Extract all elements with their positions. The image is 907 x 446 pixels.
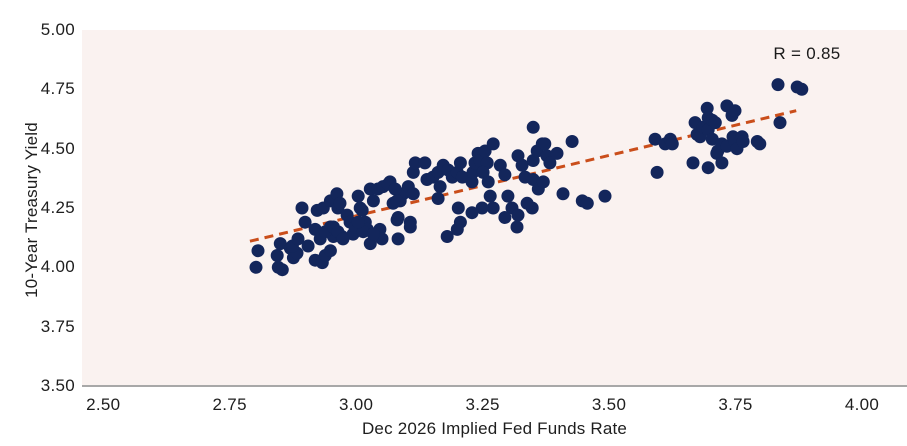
x-tick-label: 2.50 xyxy=(86,395,121,414)
data-point xyxy=(298,215,312,229)
data-point xyxy=(481,175,495,189)
x-tick-label: 3.50 xyxy=(591,395,627,414)
data-point xyxy=(483,189,497,203)
x-tick-label: 4.00 xyxy=(844,395,880,414)
data-point xyxy=(453,156,467,170)
data-point xyxy=(773,116,787,130)
data-point xyxy=(526,173,540,186)
x-tick-label: 3.75 xyxy=(718,395,753,414)
data-point xyxy=(249,260,263,274)
data-point xyxy=(465,206,479,220)
data-point xyxy=(366,227,380,241)
data-point xyxy=(700,101,714,115)
data-point xyxy=(273,237,287,251)
x-axis-title: Dec 2026 Implied Fed Funds Rate xyxy=(361,419,628,438)
data-point xyxy=(408,156,422,170)
data-point xyxy=(650,165,664,179)
data-point xyxy=(440,230,454,243)
data-point xyxy=(520,196,534,210)
data-point xyxy=(705,132,719,146)
data-point xyxy=(450,222,464,236)
data-point xyxy=(403,220,417,234)
data-point xyxy=(736,135,750,148)
data-point xyxy=(391,232,405,246)
correlation-annotation: R = 0.85 xyxy=(773,44,841,63)
data-point xyxy=(715,156,729,170)
data-point xyxy=(366,194,380,208)
data-point xyxy=(526,120,540,134)
data-point xyxy=(550,146,564,160)
data-point xyxy=(251,244,265,258)
y-tick-label: 4.25 xyxy=(40,198,75,217)
y-tick-label: 3.75 xyxy=(40,316,75,336)
data-point xyxy=(556,187,570,201)
data-point xyxy=(536,175,550,189)
data-point xyxy=(433,180,447,194)
y-tick-label: 3.50 xyxy=(40,376,75,395)
data-point xyxy=(753,137,767,151)
data-point xyxy=(701,161,715,175)
data-point xyxy=(455,170,469,184)
data-point xyxy=(351,189,365,203)
data-point xyxy=(295,201,309,215)
data-point xyxy=(648,132,662,146)
data-point xyxy=(351,215,365,229)
data-point xyxy=(301,239,315,253)
data-point xyxy=(686,156,700,170)
data-point xyxy=(795,82,809,96)
data-point xyxy=(565,135,579,148)
data-point xyxy=(388,182,402,196)
y-tick-label: 4.75 xyxy=(40,79,75,99)
data-point xyxy=(498,211,512,224)
data-point xyxy=(543,156,557,170)
data-point xyxy=(598,189,612,203)
data-point xyxy=(406,187,420,201)
data-point xyxy=(475,201,489,215)
x-axis-line xyxy=(82,385,907,387)
data-point xyxy=(291,232,305,246)
x-tick-label: 2.75 xyxy=(212,395,247,414)
data-point xyxy=(476,165,490,179)
data-point xyxy=(510,220,524,234)
data-point xyxy=(511,208,525,222)
y-tick-label: 4.00 xyxy=(40,257,75,277)
data-point xyxy=(451,201,465,215)
data-point xyxy=(275,263,289,277)
data-point xyxy=(771,78,785,92)
scatter-canvas xyxy=(249,78,809,277)
data-point xyxy=(270,249,284,262)
data-point xyxy=(486,137,500,151)
data-point xyxy=(333,196,347,210)
data-point xyxy=(323,244,337,258)
data-point xyxy=(728,104,742,118)
y-tick-label: 5.00 xyxy=(40,20,75,39)
data-point xyxy=(391,211,405,224)
data-point xyxy=(538,137,552,151)
y-tick-label: 4.50 xyxy=(40,138,75,158)
data-point xyxy=(515,158,529,172)
x-tick-label: 3.25 xyxy=(465,395,500,414)
data-point xyxy=(708,116,722,130)
data-point xyxy=(580,196,594,210)
data-point xyxy=(390,194,404,208)
data-point xyxy=(336,232,350,246)
data-point xyxy=(418,156,432,170)
data-point xyxy=(501,189,515,203)
data-point xyxy=(486,201,500,215)
plot-area xyxy=(82,30,907,386)
data-point xyxy=(355,203,369,217)
data-point xyxy=(498,168,512,182)
data-point xyxy=(431,192,445,205)
data-point xyxy=(665,137,679,151)
data-point xyxy=(465,175,479,189)
x-tick-label: 3.00 xyxy=(339,395,374,414)
